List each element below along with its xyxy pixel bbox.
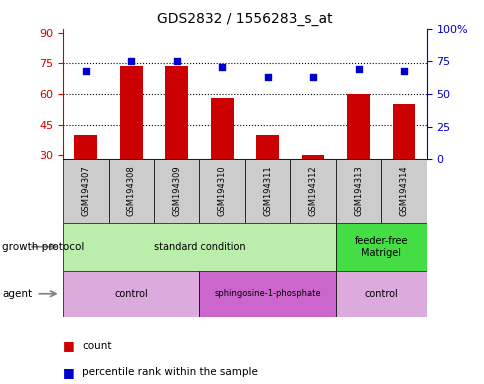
Text: ■: ■ bbox=[63, 366, 75, 379]
Text: standard condition: standard condition bbox=[153, 242, 245, 252]
Title: GDS2832 / 1556283_s_at: GDS2832 / 1556283_s_at bbox=[157, 12, 332, 26]
Text: control: control bbox=[363, 289, 397, 299]
Bar bbox=[74, 135, 97, 217]
Bar bbox=[120, 66, 142, 217]
Point bbox=[127, 58, 135, 65]
Text: growth protocol: growth protocol bbox=[2, 242, 85, 252]
Bar bbox=[392, 104, 415, 217]
Bar bbox=[301, 155, 324, 217]
Bar bbox=[380, 159, 426, 223]
Bar bbox=[108, 159, 153, 223]
Bar bbox=[290, 159, 335, 223]
Bar bbox=[347, 94, 369, 217]
Bar bbox=[63, 271, 199, 317]
Bar bbox=[199, 271, 335, 317]
Bar bbox=[63, 159, 108, 223]
Text: GSM194310: GSM194310 bbox=[217, 166, 226, 216]
Text: GSM194312: GSM194312 bbox=[308, 166, 317, 216]
Text: GSM194314: GSM194314 bbox=[399, 166, 408, 216]
Text: GSM194313: GSM194313 bbox=[353, 166, 363, 217]
Text: percentile rank within the sample: percentile rank within the sample bbox=[82, 367, 258, 377]
Point bbox=[354, 66, 362, 72]
Bar bbox=[244, 159, 290, 223]
Text: GSM194309: GSM194309 bbox=[172, 166, 181, 216]
Bar bbox=[211, 98, 233, 217]
Bar bbox=[63, 223, 335, 271]
Text: GSM194311: GSM194311 bbox=[263, 166, 272, 216]
Text: count: count bbox=[82, 341, 112, 351]
Bar bbox=[165, 66, 188, 217]
Text: feeder-free
Matrigel: feeder-free Matrigel bbox=[354, 236, 407, 258]
Text: ■: ■ bbox=[63, 339, 75, 352]
Text: GSM194307: GSM194307 bbox=[81, 166, 90, 217]
Bar bbox=[335, 271, 426, 317]
Point bbox=[82, 68, 90, 74]
Bar bbox=[199, 159, 244, 223]
Point bbox=[399, 68, 407, 74]
Bar bbox=[153, 159, 199, 223]
Text: GSM194308: GSM194308 bbox=[126, 166, 136, 217]
Point bbox=[263, 74, 271, 80]
Point bbox=[172, 58, 180, 65]
Bar bbox=[335, 159, 380, 223]
Point bbox=[218, 64, 226, 70]
Text: sphingosine-1-phosphate: sphingosine-1-phosphate bbox=[214, 289, 320, 298]
Text: agent: agent bbox=[2, 289, 32, 299]
Bar bbox=[256, 135, 278, 217]
Point bbox=[309, 74, 317, 80]
Bar bbox=[335, 223, 426, 271]
Text: control: control bbox=[114, 289, 148, 299]
